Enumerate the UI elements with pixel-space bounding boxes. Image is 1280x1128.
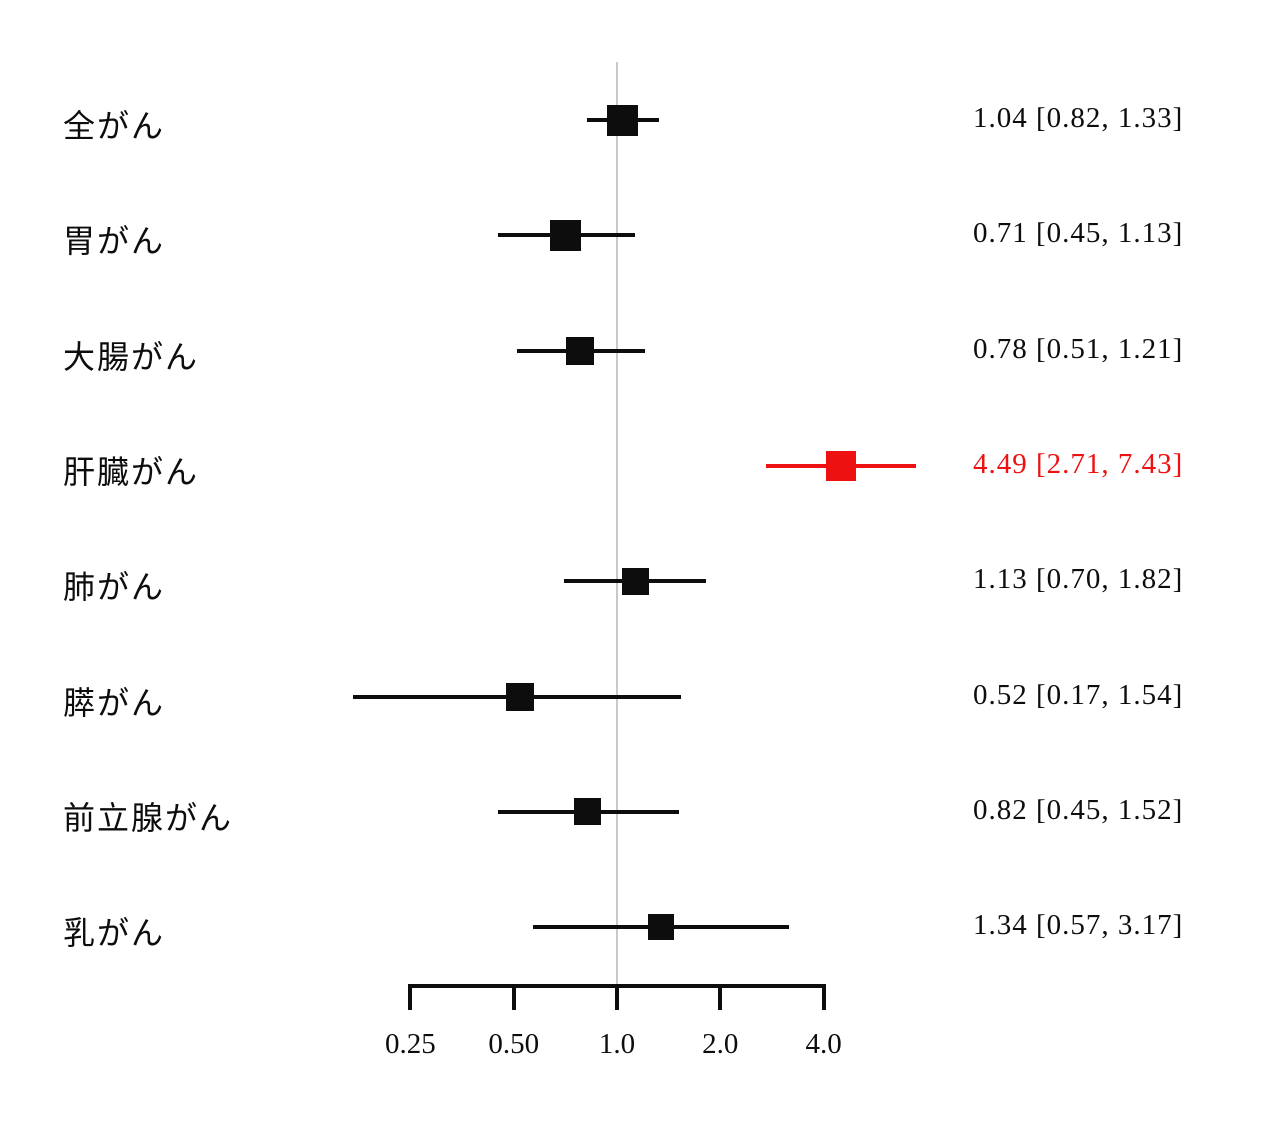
x-axis-tick — [615, 984, 619, 1010]
row-label: 乳がん — [63, 915, 166, 952]
estimate-marker — [565, 336, 594, 365]
estimate-marker — [573, 798, 601, 826]
x-axis-tick-label: 1.0 — [598, 1028, 636, 1060]
x-axis-tick — [511, 984, 516, 1010]
x-axis-tick — [718, 984, 723, 1010]
estimate-marker — [825, 450, 856, 481]
estimate-marker — [550, 219, 582, 251]
row-label: 全がん — [63, 108, 166, 144]
estimate-marker — [621, 567, 649, 595]
estimate-ci-text: 0.82 [0.45, 1.52] — [973, 793, 1184, 826]
row-label: 肝臓がん — [63, 453, 200, 490]
estimate-marker — [647, 914, 674, 941]
x-axis-tick-label: 0.25 — [385, 1028, 436, 1060]
estimate-ci-text: 4.49 [2.71, 7.43] — [973, 447, 1184, 480]
row-label: 膵がん — [63, 684, 166, 721]
reference-line — [616, 62, 618, 987]
row-label: 大腸がん — [63, 338, 200, 375]
x-axis-tick-label: 2.0 — [702, 1028, 739, 1060]
x-axis-tick-label: 0.50 — [488, 1028, 540, 1060]
estimate-marker — [505, 682, 534, 711]
estimate-ci-text: 1.04 [0.82, 1.33] — [973, 102, 1184, 134]
x-axis-tick — [408, 984, 413, 1010]
row-label: 肺がん — [63, 569, 166, 606]
estimate-ci-text: 0.52 [0.17, 1.54] — [973, 678, 1184, 711]
estimate-ci-text: 0.78 [0.51, 1.21] — [973, 332, 1184, 365]
estimate-ci-text: 1.34 [0.57, 3.17] — [973, 909, 1184, 942]
row-label: 前立腺がん — [63, 799, 234, 836]
x-axis-tick — [821, 984, 826, 1010]
x-axis-tick-label: 4.0 — [805, 1028, 842, 1060]
row-label: 胃がん — [63, 223, 166, 260]
estimate-ci-text: 0.71 [0.45, 1.13] — [973, 217, 1184, 250]
estimate-marker — [607, 104, 639, 136]
estimate-ci-text: 1.13 [0.70, 1.82] — [973, 563, 1184, 596]
